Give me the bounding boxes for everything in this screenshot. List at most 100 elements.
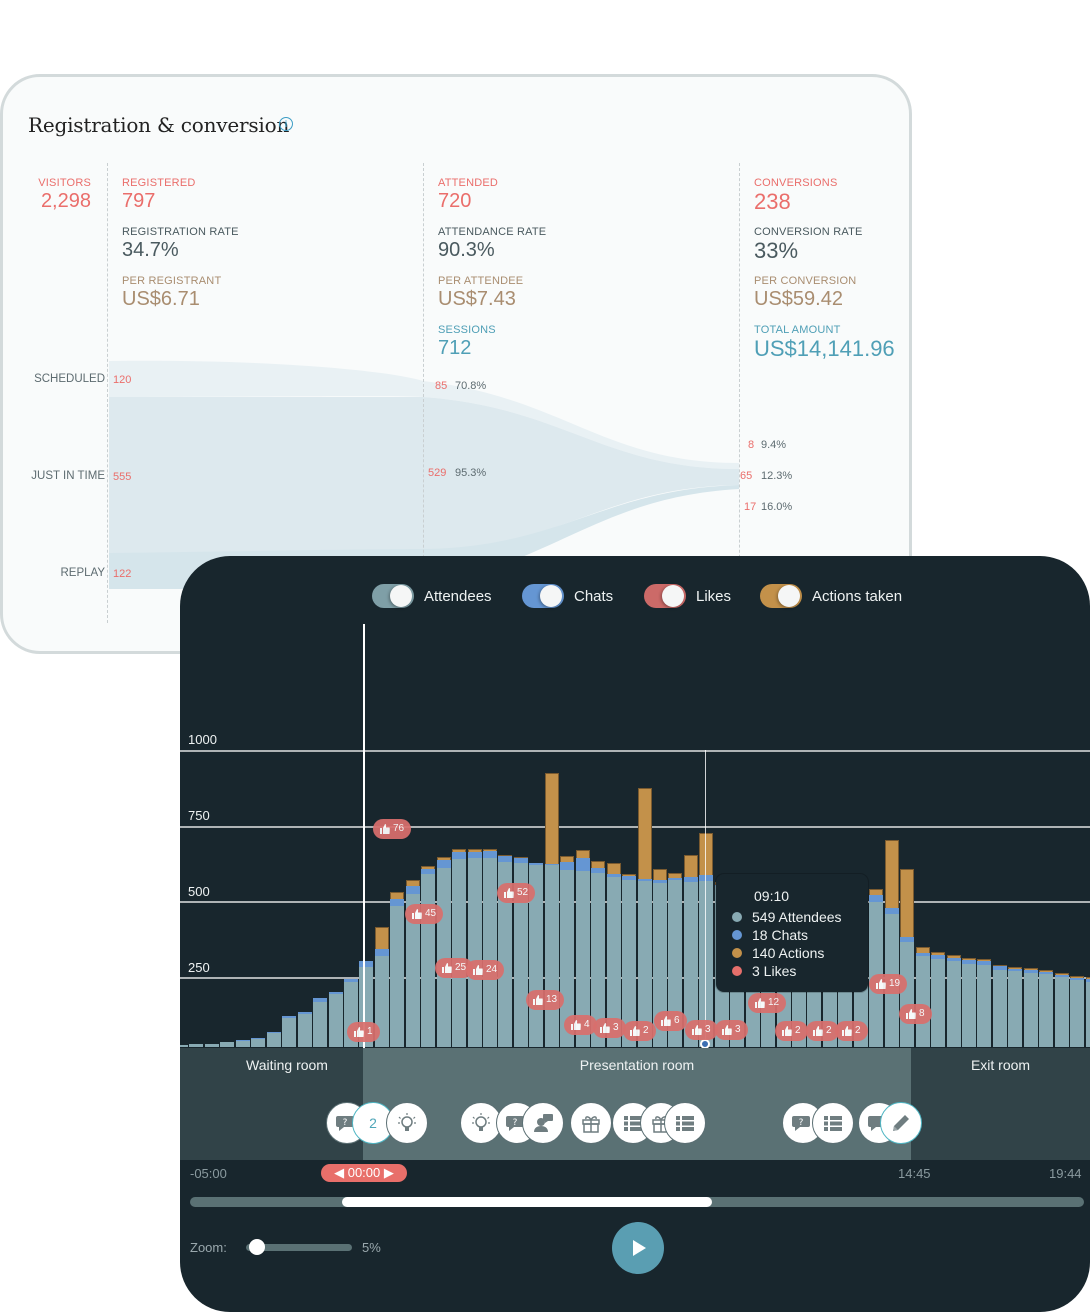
- likes-badge[interactable]: 13: [526, 990, 565, 1010]
- likes-badge[interactable]: 1: [347, 1022, 380, 1042]
- timeline-bar[interactable]: [1023, 968, 1038, 1047]
- toggle-chats[interactable]: Chats: [522, 584, 613, 608]
- timeline-bar[interactable]: [1070, 976, 1085, 1047]
- lightbulb-icon[interactable]: [386, 1102, 428, 1144]
- play-icon: [633, 1240, 646, 1256]
- timeline-bar[interactable]: [513, 856, 528, 1047]
- timeline-bar[interactable]: [1054, 973, 1069, 1047]
- likes-badge[interactable]: 2: [806, 1021, 839, 1041]
- list-icon[interactable]: [812, 1102, 854, 1144]
- timeline-bar[interactable]: [452, 848, 467, 1047]
- timeline-bar[interactable]: [575, 850, 590, 1047]
- likes-badge[interactable]: 6: [654, 1011, 687, 1031]
- timeline-bar[interactable]: [467, 849, 482, 1047]
- tooltip-attendees: 549 Attendees: [732, 908, 852, 926]
- tooltip-likes: 3 Likes: [732, 962, 852, 980]
- scheduled-attended: 85: [435, 380, 448, 392]
- timeline-bar[interactable]: [869, 889, 884, 1047]
- timeline-bar[interactable]: [884, 840, 899, 1047]
- conversion-rate-metric: CONVERSION RATE 33%: [754, 226, 863, 263]
- timeline-bar[interactable]: [313, 997, 328, 1047]
- timeline-bar[interactable]: [668, 873, 683, 1047]
- likes-badge[interactable]: 24: [466, 960, 505, 980]
- likes-badge[interactable]: 12: [748, 993, 787, 1013]
- attendees-switch[interactable]: [372, 584, 414, 608]
- timeline-bar[interactable]: [266, 1032, 281, 1047]
- timeline-bar[interactable]: [622, 874, 637, 1047]
- likes-badge[interactable]: 76: [373, 819, 412, 839]
- zoom-slider[interactable]: [246, 1244, 352, 1251]
- lightbulb-icon[interactable]: [460, 1102, 502, 1144]
- timeline-bar[interactable]: [915, 947, 930, 1047]
- timeline-bar[interactable]: [606, 863, 621, 1047]
- likes-badge[interactable]: 25: [435, 958, 474, 978]
- timeline-bar[interactable]: [961, 957, 976, 1047]
- timeline-bar[interactable]: [328, 992, 343, 1047]
- timeline-bar[interactable]: [390, 892, 405, 1047]
- timeline-bar[interactable]: [977, 959, 992, 1047]
- timeline-bar[interactable]: [683, 854, 698, 1047]
- pencil-icon[interactable]: [880, 1102, 922, 1144]
- timeline-bar[interactable]: [220, 1041, 235, 1047]
- step-back-icon[interactable]: ◀: [334, 1165, 345, 1180]
- list-icon[interactable]: [664, 1102, 706, 1144]
- timeline-bar[interactable]: [637, 787, 652, 1047]
- room-exit[interactable]: Exit room: [911, 1048, 1090, 1160]
- timeline-bar[interactable]: [405, 880, 420, 1047]
- timeline-bar[interactable]: [251, 1037, 266, 1047]
- likes-badge[interactable]: 2: [775, 1021, 808, 1041]
- likes-badge[interactable]: 3: [715, 1020, 748, 1040]
- timeline-bar[interactable]: [1039, 970, 1054, 1047]
- timeline-bar[interactable]: [591, 860, 606, 1047]
- likes-badge[interactable]: 19: [869, 974, 908, 994]
- likes-badge[interactable]: 2: [835, 1021, 868, 1041]
- timeline-bar[interactable]: [189, 1043, 204, 1047]
- timeline-bar[interactable]: [1008, 967, 1023, 1047]
- room-waiting[interactable]: Waiting room: [180, 1048, 363, 1160]
- current-time-marker[interactable]: ◀ 00:00 ▶: [321, 1164, 407, 1182]
- info-icon[interactable]: i: [279, 117, 293, 131]
- timeline-bar[interactable]: [421, 866, 436, 1047]
- zoom-slider-handle[interactable]: [249, 1239, 265, 1255]
- timeline-scrollbar[interactable]: [190, 1197, 1084, 1207]
- timeline-bar[interactable]: [204, 1043, 219, 1047]
- step-forward-icon[interactable]: ▶: [383, 1165, 394, 1180]
- timeline-bar[interactable]: [560, 856, 575, 1047]
- timeline-bar[interactable]: [992, 964, 1007, 1047]
- toggle-attendees[interactable]: Attendees: [372, 584, 492, 608]
- toggle-likes[interactable]: Likes: [644, 584, 731, 608]
- timeline-bar[interactable]: [235, 1040, 250, 1047]
- scrollbar-thumb[interactable]: [342, 1197, 712, 1207]
- playhead-line[interactable]: [363, 624, 365, 1160]
- timeline-bar[interactable]: [946, 955, 961, 1047]
- likes-badge[interactable]: 8: [899, 1004, 932, 1024]
- likes-badge[interactable]: 52: [497, 883, 536, 903]
- timeline-bar[interactable]: [931, 952, 946, 1047]
- speaker-chat-icon[interactable]: [522, 1102, 564, 1144]
- timeline-bar[interactable]: [699, 832, 714, 1047]
- timeline-bar[interactable]: [180, 1044, 188, 1047]
- timeline-bar[interactable]: [374, 926, 389, 1047]
- timeline-bar[interactable]: [498, 854, 513, 1047]
- registered-metric: REGISTERED 797: [122, 177, 196, 212]
- timeline-bar[interactable]: [1085, 977, 1090, 1047]
- tooltip-actions: 140 Actions: [732, 944, 852, 962]
- gift-icon[interactable]: [570, 1102, 612, 1144]
- likes-badge[interactable]: 4: [564, 1015, 597, 1035]
- likes-switch[interactable]: [644, 584, 686, 608]
- timeline-bar[interactable]: [652, 869, 667, 1047]
- likes-badge[interactable]: 3: [593, 1018, 626, 1038]
- replay-registered: 122: [113, 568, 132, 580]
- likes-badge[interactable]: 2: [623, 1021, 656, 1041]
- chats-switch[interactable]: [522, 584, 564, 608]
- likes-badge[interactable]: 45: [405, 904, 444, 924]
- rooms-band: Waiting room Presentation room Exit room…: [180, 1048, 1090, 1160]
- timeline-bar[interactable]: [282, 1015, 297, 1047]
- timeline-bar[interactable]: [436, 856, 451, 1047]
- play-button[interactable]: [612, 1222, 664, 1274]
- timeline-bar[interactable]: [483, 849, 497, 1047]
- timeline-bar[interactable]: [297, 1011, 312, 1047]
- actions-switch[interactable]: [760, 584, 802, 608]
- toggle-actions-taken[interactable]: Actions taken: [760, 584, 902, 608]
- likes-badge[interactable]: 3: [685, 1020, 718, 1040]
